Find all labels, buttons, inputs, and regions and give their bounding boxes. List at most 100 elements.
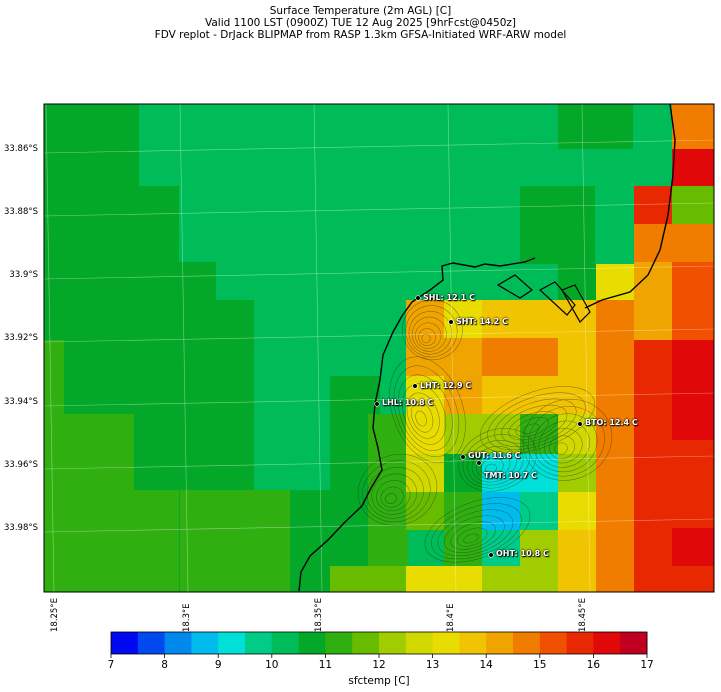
colorbar-swatch [325, 632, 353, 654]
colorbar-tick-label: 10 [265, 659, 279, 671]
latitude-label: 33.9°S [9, 270, 38, 280]
coastline-east [584, 103, 676, 309]
latitude-label: 33.86°S [4, 144, 38, 154]
colorbar-swatch [513, 632, 541, 654]
grid-cell [672, 340, 714, 440]
colorbar-swatch [218, 632, 246, 654]
title-line-1: Surface Temperature (2m AGL) [C] [269, 5, 452, 17]
grid-cell [330, 566, 406, 592]
colorbar-swatch [405, 632, 434, 654]
grid-cell [482, 376, 596, 414]
colorbar-tick-label: 7 [107, 659, 115, 671]
grid-cell [482, 338, 558, 376]
grid-cell [672, 262, 714, 340]
station-label: SHL: 12.1 C [423, 293, 475, 302]
latitude-label: 33.94°S [4, 397, 38, 407]
colorbar-swatch [486, 632, 514, 654]
colorbar-tick-label: 11 [318, 659, 333, 671]
grid-cell [406, 566, 482, 592]
station-dot [476, 460, 482, 466]
colorbar-swatch [352, 632, 380, 654]
grid-cell [672, 149, 714, 186]
grid-cell [672, 104, 714, 149]
colorbar-title: sfctemp [C] [348, 675, 410, 687]
station-label: GUT: 11.6 C [468, 451, 521, 460]
harbour-outline [496, 274, 591, 323]
station-label: LHT: 12.9 C [420, 381, 472, 390]
station-label: TMT: 10.7 C [484, 471, 537, 480]
latitude-label: 33.92°S [4, 333, 38, 343]
station-dot [460, 454, 466, 460]
colorbar-swatch [137, 632, 166, 654]
map-frame [43, 103, 715, 593]
title-line-2: Valid 1100 LST (0900Z) TUE 12 Aug 2025 [… [204, 17, 517, 29]
grid-cell [444, 376, 482, 414]
colorbar-tick-label: 12 [372, 659, 386, 671]
colorbar-tick-label: 8 [161, 659, 168, 671]
colorbar-swatch [111, 632, 139, 654]
colorbar-tick-label: 15 [533, 659, 547, 671]
colorbar-swatch [432, 632, 460, 654]
colorbar-swatch [593, 632, 621, 654]
station-label: BTO: 12.4 C [585, 418, 638, 427]
colorbar-swatch [271, 632, 300, 654]
grid-cell [558, 104, 633, 149]
station-label: LHL: 10.8 C [382, 398, 434, 407]
grid-cell [482, 454, 558, 492]
grid-cell [672, 528, 714, 566]
grid-cell [558, 454, 596, 492]
grid-cell [520, 530, 558, 568]
colorbar-swatch [164, 632, 192, 654]
colorbar-swatch [379, 632, 407, 654]
grid-cell [520, 492, 558, 530]
colorbar-tick-label: 14 [479, 659, 493, 671]
colorbar-swatch [459, 632, 487, 654]
grid-cell [558, 492, 596, 530]
graticule [43, 103, 715, 593]
grid-cell [482, 566, 558, 592]
grid-cell [558, 414, 596, 454]
station-dot [448, 319, 454, 325]
grid-cell [180, 490, 290, 592]
station-dot [412, 383, 418, 389]
grid-cell [558, 530, 596, 568]
grid-cell [634, 186, 672, 224]
grid-cell [290, 490, 330, 592]
grid-cell [406, 492, 444, 530]
grid-cell [44, 490, 179, 592]
colorbar-swatch [191, 632, 219, 654]
terrain-contours [357, 299, 613, 563]
grid-cell [558, 566, 596, 592]
grid-cell [558, 338, 596, 376]
grid-cell [596, 300, 634, 592]
title-line-3: FDV replot - DrJack BLIPMAP from RASP 1.… [154, 29, 567, 41]
grid-cell [444, 300, 482, 338]
colorbar-swatch [620, 632, 648, 654]
latitude-label: 33.88°S [4, 207, 38, 217]
colorbar-tick-label: 16 [586, 659, 601, 671]
station-label: OHT: 10.8 C [496, 549, 549, 558]
grid-cell [482, 300, 596, 338]
colorbar-tick-label: 9 [214, 659, 222, 671]
grid-cell [444, 454, 482, 492]
colorbar-swatch [245, 632, 273, 654]
latitude-label: 33.98°S [4, 523, 38, 533]
colorbar-tick-label: 13 [425, 659, 440, 671]
station-markers [374, 295, 583, 558]
colorbar-swatch [298, 632, 326, 654]
grid-cell [520, 186, 595, 264]
temperature-grid [44, 104, 714, 592]
colorbar-tick-label: 17 [640, 659, 654, 671]
station-dot [374, 401, 380, 407]
station-dot [577, 421, 583, 427]
grid-cell [596, 264, 634, 300]
coastline [298, 257, 536, 592]
station-dot [488, 552, 494, 558]
grid-cell [672, 186, 714, 224]
latitude-label: 33.96°S [4, 460, 38, 470]
grid-cell [634, 224, 714, 262]
station-label: SHT: 14.2 C [456, 317, 508, 326]
colorbar-swatch [539, 632, 568, 654]
